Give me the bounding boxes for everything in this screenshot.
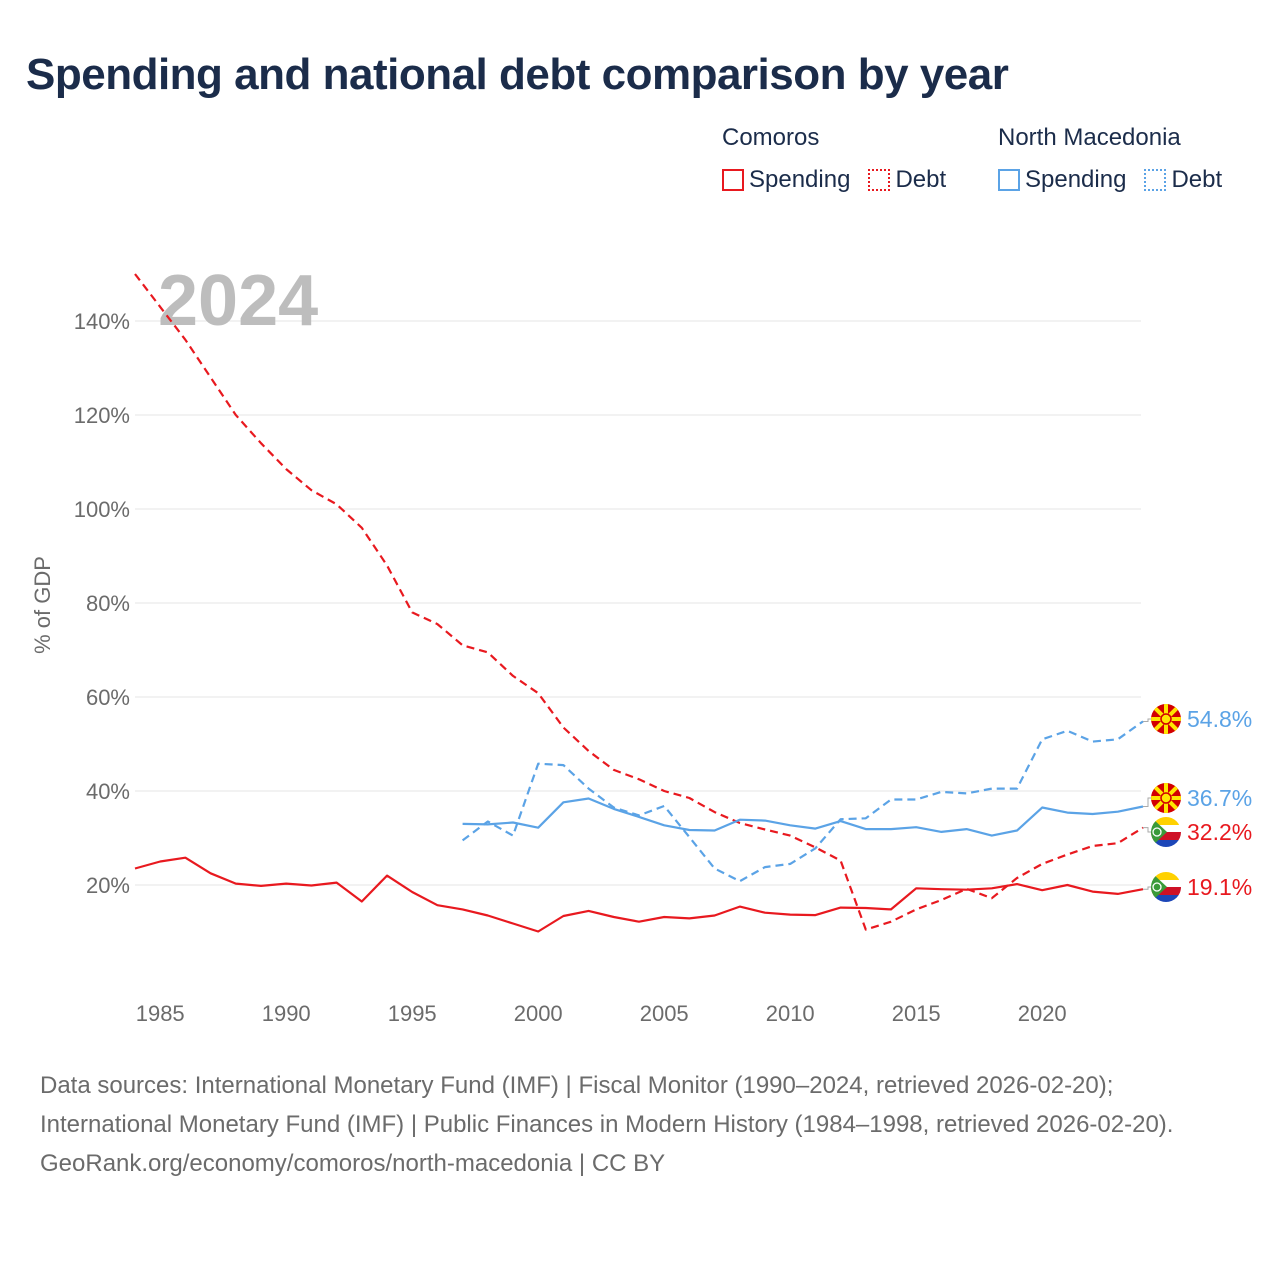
y-tick-label: 20% (86, 873, 130, 898)
end-labels: 32.2% 19.1% 54.8% 36.7% (1143, 706, 1252, 900)
y-tick-label: 80% (86, 591, 130, 616)
data-sources: Data sources: International Monetary Fun… (40, 1066, 1240, 1183)
north-macedonia-flag-icon (1151, 783, 1181, 813)
legend-label: Debt (895, 166, 947, 193)
series-line-north-macedonia-debt[interactable] (461, 720, 1144, 883)
legend-group-comoros: Comoros Spending Debt (722, 124, 946, 194)
x-tick-label: 2010 (766, 1001, 815, 1026)
end-label-connector (1143, 886, 1151, 890)
x-tick-label: 2005 (640, 1001, 689, 1026)
legend-swatch-solid (722, 169, 744, 191)
x-tick-label: 2000 (514, 1001, 563, 1026)
end-label-connector (1143, 718, 1151, 722)
series-line-north-macedonia-spending[interactable] (462, 797, 1144, 837)
series-line-comoros-spending[interactable] (134, 856, 1144, 933)
legend-label: Debt (1171, 166, 1223, 193)
legend-swatch-dotted (1144, 169, 1167, 191)
y-tick-label: 60% (86, 685, 130, 710)
grid-lines (135, 320, 1141, 886)
north-macedonia-flag-icon (1151, 704, 1181, 734)
legend-comoros-spending[interactable]: Spending (722, 166, 850, 194)
x-tick-labels: 1985 1990 1995 2000 2005 2010 2015 2020 (136, 1001, 1067, 1026)
y-tick-label: 140% (74, 309, 130, 334)
x-tick-label: 1985 (136, 1001, 185, 1026)
legend-label: Spending (1025, 166, 1127, 193)
legend-label: Spending (749, 166, 851, 193)
x-tick-label: 1995 (388, 1001, 437, 1026)
legend-swatch-dotted (868, 169, 891, 191)
legend-group-name: North Macedonia (998, 124, 1181, 151)
chart-title: Spending and national debt comparison by… (26, 50, 1009, 99)
legend-comoros-debt[interactable]: Debt (868, 166, 946, 194)
end-label: 19.1% (1187, 874, 1252, 900)
line-chart: 2024 20%40%60%80%100%120%140% 1985 1990 19… (30, 261, 1252, 1026)
end-label-connector (1143, 827, 1151, 833)
y-tick-label: 120% (74, 403, 130, 428)
x-tick-label: 2020 (1018, 1001, 1067, 1026)
end-label: 54.8% (1187, 706, 1252, 732)
legend-north-macedonia-debt[interactable]: Debt (1144, 166, 1222, 194)
comoros-flag-icon (1151, 872, 1181, 902)
legend-group-north-macedonia: North Macedonia Spending Debt (998, 124, 1222, 194)
series-line-comoros-debt[interactable] (134, 273, 1144, 931)
sources-text: Data sources: International Monetary Fun… (40, 1072, 1174, 1138)
x-tick-label: 1990 (262, 1001, 311, 1026)
x-tick-label: 2015 (892, 1001, 941, 1026)
y-tick-labels: 20% 40% 60% 80% 100% 120% 140% (74, 309, 130, 898)
y-tick-label: 100% (74, 497, 130, 522)
legend-north-macedonia-spending[interactable]: Spending (998, 166, 1126, 194)
y-axis-label: % of GDP (30, 556, 55, 654)
legend-swatch-solid (998, 169, 1020, 191)
end-label: 32.2% (1187, 819, 1252, 845)
comoros-flag-icon (1151, 817, 1181, 847)
sources-url[interactable]: GeoRank.org/economy/comoros/north-macedo… (40, 1150, 666, 1177)
series-lines (134, 273, 1144, 933)
legend-group-name: Comoros (722, 124, 820, 151)
year-watermark: 2024 (158, 261, 318, 341)
end-label: 36.7% (1187, 785, 1252, 811)
y-tick-label: 40% (86, 779, 130, 804)
end-label-connector (1143, 797, 1151, 808)
